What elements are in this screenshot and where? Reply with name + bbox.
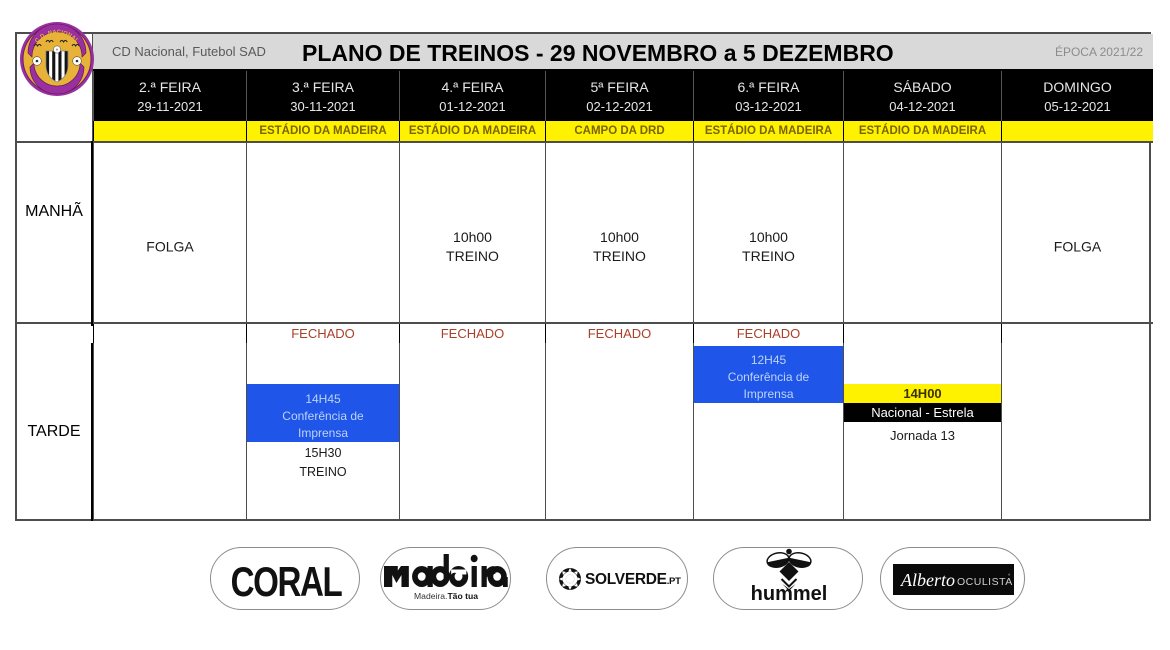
svg-text:Alberto: Alberto bbox=[900, 570, 955, 590]
svg-text:SOLVERDE.PT: SOLVERDE.PT bbox=[585, 571, 681, 588]
svg-text:Madeira.Tão tua: Madeira.Tão tua bbox=[414, 591, 478, 601]
svg-text:CORAL: CORAL bbox=[231, 558, 342, 605]
svg-text:OCULISTA: OCULISTA bbox=[957, 576, 1013, 588]
svg-text:hummel: hummel bbox=[751, 583, 828, 605]
